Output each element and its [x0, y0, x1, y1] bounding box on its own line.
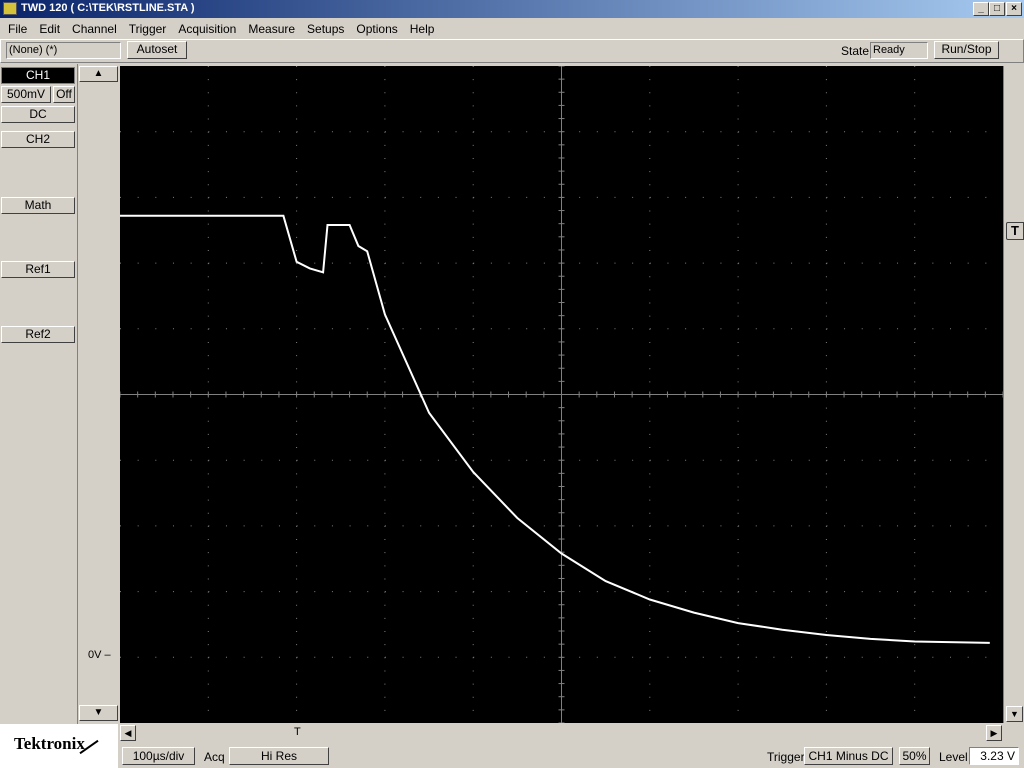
ch1-offset[interactable]: Off: [53, 86, 75, 103]
horizontal-position-bar[interactable]: ◀ T ▶: [120, 725, 1003, 742]
ref1-button[interactable]: Ref1: [1, 261, 75, 278]
ground-marker-label: 0V: [88, 649, 102, 661]
ch1-coupling[interactable]: DC: [1, 106, 75, 123]
maximize-button[interactable]: □: [989, 2, 1005, 16]
trigger-position-marker[interactable]: T: [294, 726, 301, 738]
trigger-level-marker[interactable]: T: [1006, 222, 1024, 240]
down-arrow-icon[interactable]: ▼: [79, 705, 118, 721]
menu-file[interactable]: File: [8, 21, 28, 36]
logo-text: Tektronix: [14, 734, 85, 753]
close-button[interactable]: ×: [1006, 2, 1022, 16]
menu-bar: File Edit Channel Trigger Acquisition Me…: [0, 19, 1024, 38]
tektronix-logo: Tektronix: [0, 724, 118, 768]
acq-mode-button[interactable]: Hi Res: [229, 747, 329, 765]
trigger-percent-button[interactable]: 50%: [899, 747, 930, 765]
trigger-level-strip[interactable]: T ▼: [1003, 66, 1024, 723]
state-label: State: [841, 44, 870, 58]
menu-measure[interactable]: Measure: [248, 21, 296, 36]
trigger-source-button[interactable]: CH1 Minus DC: [804, 747, 893, 765]
channel-panel: [0, 64, 78, 724]
left-arrow-icon[interactable]: ◀: [120, 725, 136, 741]
right-down-arrow-icon[interactable]: ▼: [1006, 706, 1023, 722]
title-bar: TWD 120 ( C:\TEK\RSTLINE.STA ) _ □ ×: [0, 0, 1024, 18]
timebase-button[interactable]: 100µs/div: [122, 747, 195, 765]
window-title: TWD 120 ( C:\TEK\RSTLINE.STA ): [21, 2, 195, 14]
ch1-scale[interactable]: 500mV: [1, 86, 51, 103]
menu-edit[interactable]: Edit: [39, 21, 61, 36]
minimize-button[interactable]: _: [973, 2, 989, 16]
ref2-button[interactable]: Ref2: [1, 326, 75, 343]
waveform-display[interactable]: [120, 66, 1003, 723]
vertical-position-bar[interactable]: ▲ ▼ 0V –: [78, 66, 119, 723]
trigger-level-value[interactable]: 3.23 V: [969, 747, 1019, 765]
menu-setups[interactable]: Setups: [307, 21, 345, 36]
trigger-label: Trigger: [767, 750, 805, 764]
up-arrow-icon[interactable]: ▲: [79, 66, 118, 82]
ch2-button[interactable]: CH2: [1, 131, 75, 148]
right-arrow-icon[interactable]: ▶: [986, 725, 1002, 741]
setup-field[interactable]: (None) (*): [6, 42, 121, 59]
run-stop-button[interactable]: Run/Stop: [934, 41, 999, 59]
ch1-button[interactable]: CH1: [1, 67, 75, 84]
menu-options[interactable]: Options: [356, 21, 398, 36]
graticule: [120, 66, 1003, 723]
app-icon: [3, 2, 17, 15]
acq-label: Acq: [204, 750, 225, 764]
menu-help[interactable]: Help: [409, 21, 435, 36]
autoset-button[interactable]: Autoset: [127, 41, 187, 59]
menu-channel[interactable]: Channel: [72, 21, 117, 36]
level-label: Level: [939, 750, 968, 764]
ground-marker: 0V –: [88, 649, 111, 661]
math-button[interactable]: Math: [1, 197, 75, 214]
ch1-waveform: [120, 214, 990, 644]
menu-trigger[interactable]: Trigger: [128, 21, 167, 36]
menu-acquisition[interactable]: Acquisition: [178, 21, 237, 36]
state-value: Ready: [870, 42, 928, 59]
